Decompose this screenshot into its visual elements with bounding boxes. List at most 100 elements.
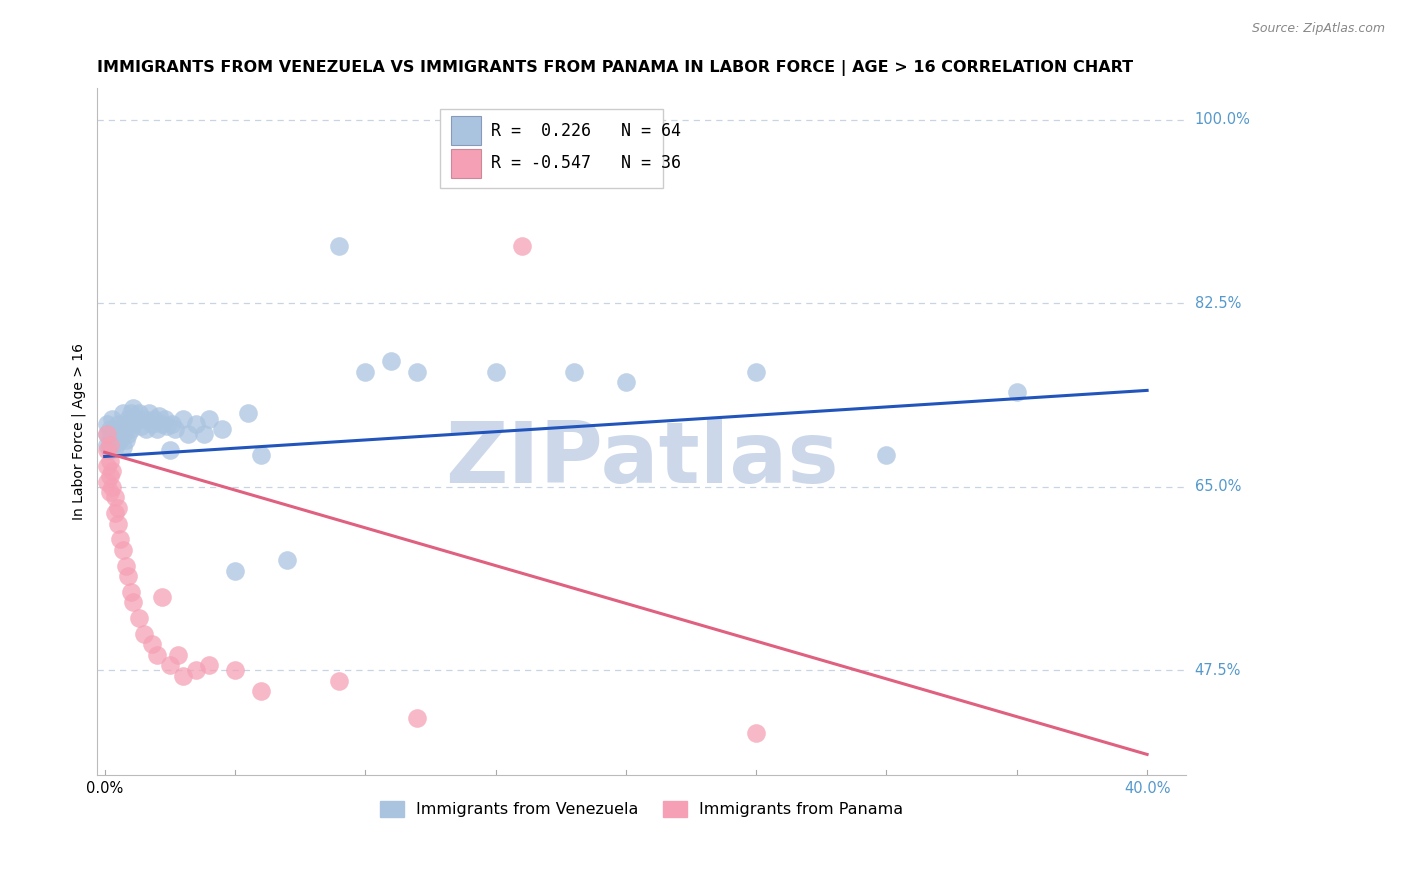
Point [111,440,134,454]
Point [128,611,150,625]
Point [98,433,121,447]
Point [510,238,533,252]
Point [146,422,169,436]
Point [114,417,136,431]
Point [406,711,429,725]
Point [96,458,118,473]
Point [104,491,127,505]
Point [101,427,124,442]
Point [172,411,194,425]
Point [125,411,148,425]
Point [172,669,194,683]
Point [120,584,142,599]
Point [117,427,139,442]
Legend: Immigrants from Venezuela, Immigrants from Panama: Immigrants from Venezuela, Immigrants fr… [373,794,910,823]
Point [104,433,127,447]
Point [129,419,152,434]
Point [614,375,637,389]
Point [110,433,132,447]
Point [111,407,134,421]
Text: Source: ZipAtlas.com: Source: ZipAtlas.com [1251,22,1385,36]
Point [354,364,377,378]
Point [101,438,124,452]
Point [111,542,134,557]
Point [150,417,173,431]
Text: 40.0%: 40.0% [1123,780,1170,796]
Point [250,684,273,698]
Point [150,590,173,604]
Point [104,422,127,436]
Point [562,364,585,378]
Point [98,453,121,467]
Text: R = -0.547   N = 36: R = -0.547 N = 36 [491,154,681,172]
Point [96,427,118,442]
Point [96,475,118,489]
Point [146,648,169,662]
Point [98,422,121,436]
Text: 82.5%: 82.5% [1195,296,1241,310]
Point [122,595,145,609]
Point [96,438,118,452]
Y-axis label: In Labor Force | Age > 16: In Labor Force | Age > 16 [72,343,86,520]
Text: 100.0%: 100.0% [1195,112,1250,128]
Point [745,364,768,378]
Point [328,673,350,688]
Text: ZIPatlas: ZIPatlas [444,417,838,500]
Text: R =  0.226   N = 64: R = 0.226 N = 64 [491,122,681,140]
Point [96,427,118,442]
Point [166,648,188,662]
Point [98,485,121,500]
Point [184,664,207,678]
Point [177,427,200,442]
Text: 47.5%: 47.5% [1195,663,1241,678]
Point [132,627,155,641]
Point [98,469,121,483]
Point [745,726,768,740]
Point [114,433,136,447]
Point [114,558,136,573]
Point [148,409,170,423]
Point [406,364,429,378]
Point [120,407,142,421]
Point [96,443,118,458]
Point [107,417,129,431]
Point [107,427,129,442]
Point [198,658,221,673]
Point [380,354,402,368]
Point [117,569,139,583]
Point [135,422,157,436]
Point [96,417,118,431]
Text: IMMIGRANTS FROM VENEZUELA VS IMMIGRANTS FROM PANAMA IN LABOR FORCE | AGE > 16 CO: IMMIGRANTS FROM VENEZUELA VS IMMIGRANTS … [97,60,1133,76]
Point [98,438,121,452]
Point [159,443,181,458]
Point [211,422,233,436]
Point [132,411,155,425]
Point [128,407,150,421]
Point [159,658,181,673]
Point [153,411,176,425]
Point [107,434,129,449]
Point [98,443,121,458]
Text: 0.0%: 0.0% [86,780,124,796]
Point [163,422,186,436]
Point [111,427,134,442]
Point [101,480,124,494]
Point [104,506,127,520]
Point [107,500,129,515]
Point [120,422,142,436]
Point [328,238,350,252]
Point [143,411,166,425]
Point [122,401,145,416]
Text: 65.0%: 65.0% [1195,479,1241,494]
FancyBboxPatch shape [451,149,481,178]
Point [876,449,898,463]
Point [110,533,132,547]
Point [198,411,221,425]
Point [224,664,246,678]
Point [110,422,132,436]
Point [141,637,163,651]
Point [224,564,246,578]
FancyBboxPatch shape [451,117,481,145]
Point [101,411,124,425]
Point [184,417,207,431]
